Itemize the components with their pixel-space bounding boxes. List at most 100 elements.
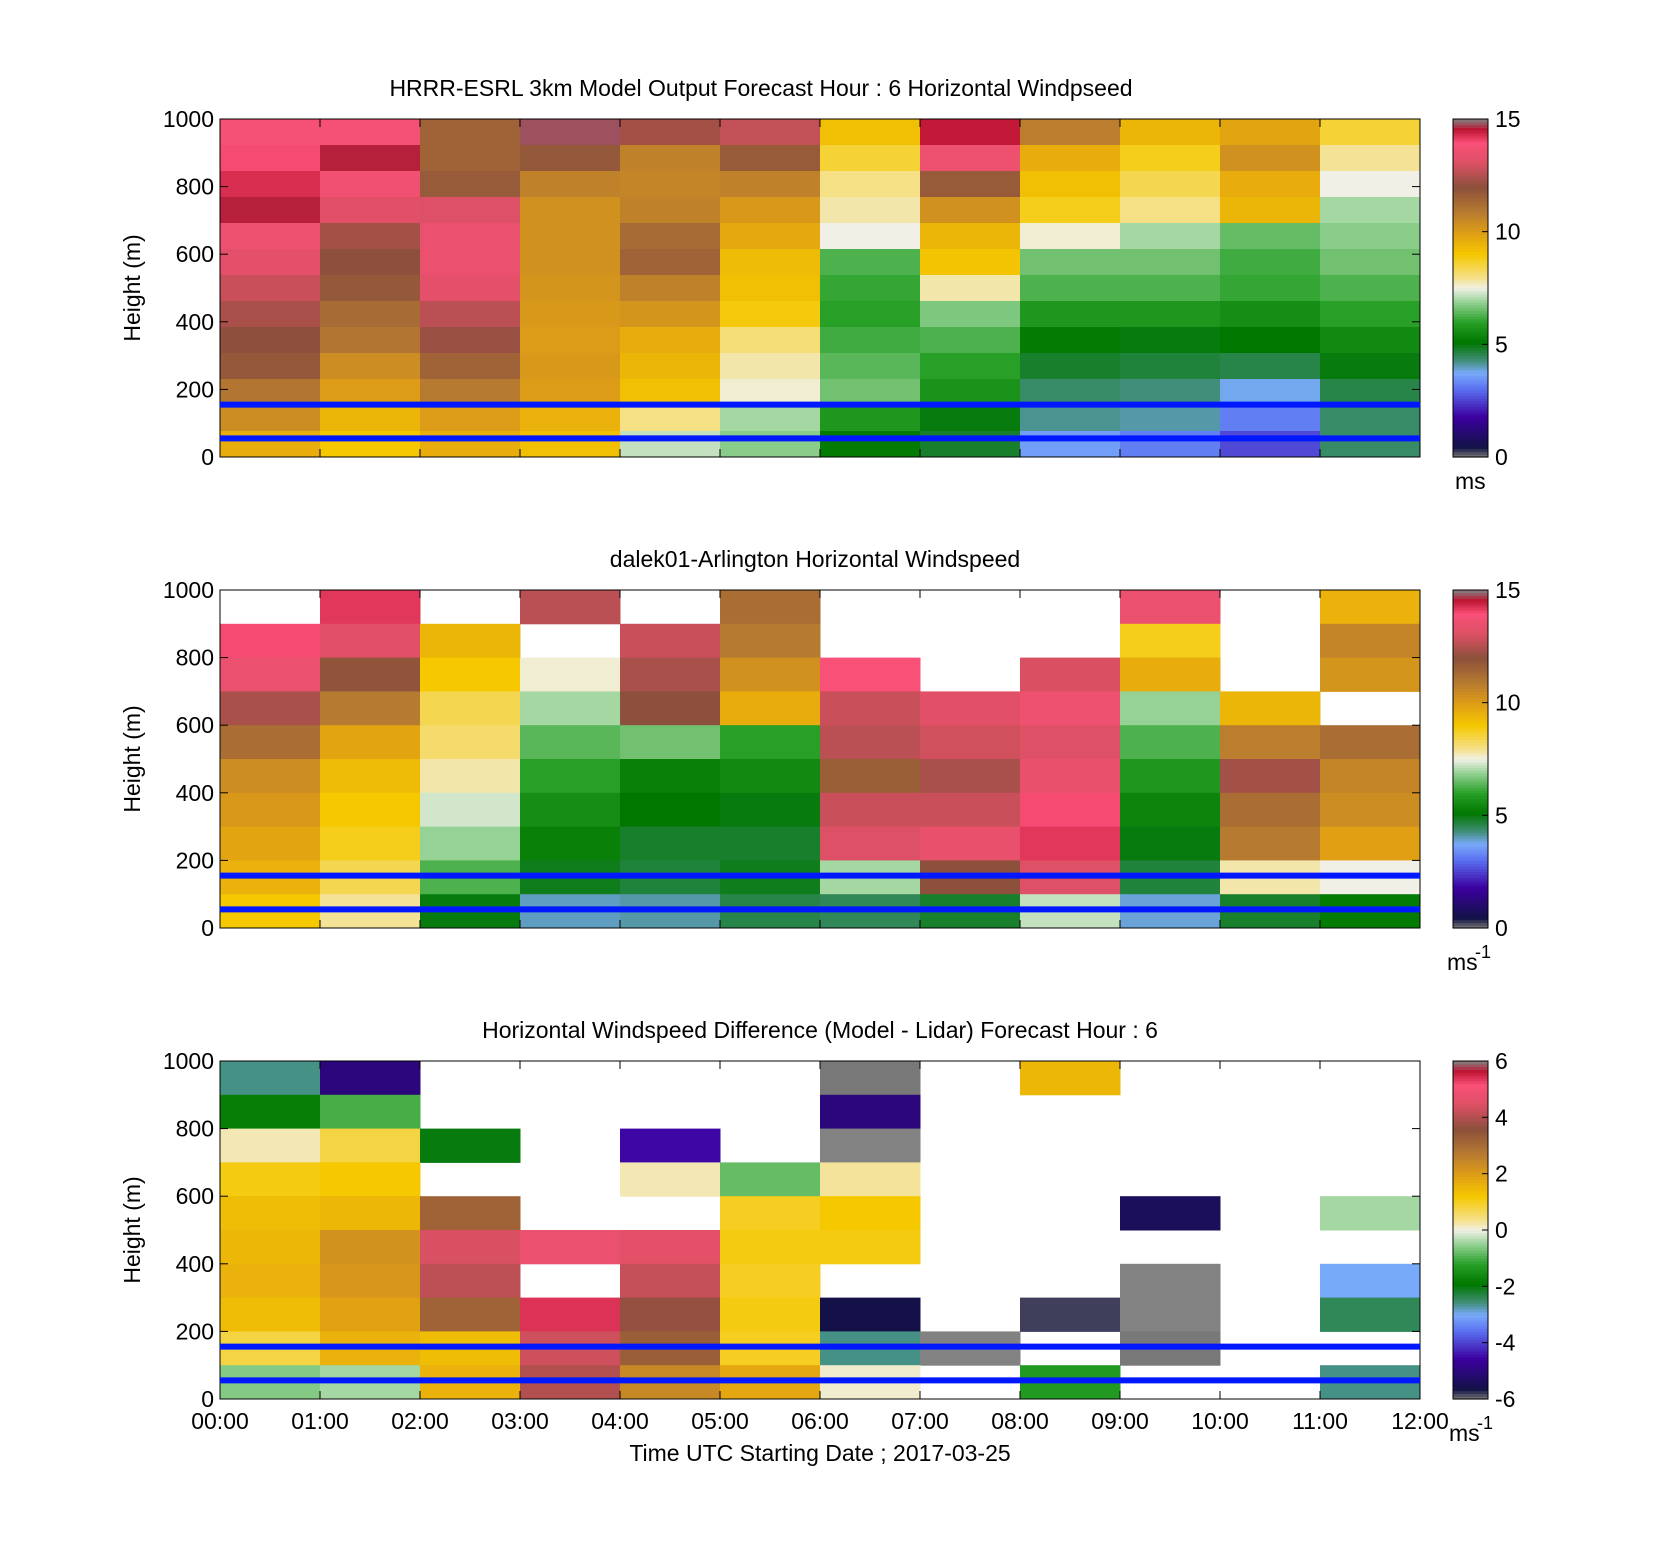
heatmap-cell	[220, 327, 321, 354]
heatmap-cell	[1020, 145, 1121, 172]
x-tick-label: 07:00	[891, 1408, 949, 1434]
heatmap-cell	[220, 1263, 321, 1299]
colorbar-segment	[1453, 1077, 1488, 1082]
heatmap-cell	[720, 379, 821, 406]
heatmap-cell	[420, 223, 521, 250]
heatmap-cell	[520, 405, 621, 432]
colorbar-unit-exponent: -1	[1477, 1413, 1493, 1433]
colorbar-segment	[1453, 454, 1488, 458]
colorbar-segment	[1453, 273, 1488, 278]
heatmap-cell	[420, 792, 521, 828]
colorbar-segment	[1453, 442, 1488, 447]
heatmap-cell	[720, 691, 821, 726]
heatmap-cell	[1320, 759, 1421, 794]
heatmap-cell	[1120, 275, 1221, 302]
heatmap-cell	[720, 301, 821, 328]
colorbar-segment	[1453, 784, 1488, 788]
heatmap-cell	[920, 275, 1021, 302]
colorbar-segment	[1453, 801, 1488, 805]
heatmap-cell	[520, 197, 621, 224]
colorbar-segment	[1453, 747, 1488, 752]
colorbar-segment	[1453, 680, 1488, 684]
colorbar-segment	[1453, 423, 1488, 427]
heatmap-cell	[1220, 275, 1321, 302]
colorbar-segment	[1453, 414, 1488, 419]
colorbar-segment	[1453, 1390, 1488, 1394]
colorbar-segment	[1453, 135, 1488, 140]
colorbar-segment	[1453, 257, 1488, 261]
colorbar-segment	[1453, 282, 1488, 286]
heatmap-cell	[420, 171, 521, 198]
colorbar-segment	[1453, 268, 1488, 272]
heatmap-cell	[920, 759, 1021, 794]
colorbar-segment	[1453, 1080, 1488, 1085]
heatmap-cell	[1220, 223, 1321, 250]
colorbar-segment	[1453, 888, 1488, 892]
heatmap-cell	[920, 145, 1021, 172]
colorbar-segment	[1453, 440, 1488, 444]
colorbar-segment	[1453, 1320, 1488, 1324]
reference-lines	[220, 401, 1420, 442]
colorbar-segment	[1453, 392, 1488, 396]
colorbar-segment	[1453, 1108, 1488, 1113]
heatmap-cell	[1120, 792, 1221, 828]
colorbar-segment	[1453, 400, 1488, 405]
colorbar-segment	[1453, 792, 1488, 797]
colorbar-tick-label: 10	[1495, 690, 1521, 716]
x-tick-label: 03:00	[491, 1408, 549, 1434]
heatmap-cell	[620, 327, 721, 354]
colorbar-segment	[1453, 1373, 1488, 1378]
colorbar-segment	[1453, 347, 1488, 351]
heatmap-cell	[1020, 657, 1121, 692]
colorbar-segment	[1453, 905, 1488, 909]
colorbar-segment	[1453, 366, 1488, 371]
colorbar-segment	[1453, 1328, 1488, 1332]
colorbar-segment	[1453, 1215, 1488, 1220]
colorbar-segment	[1453, 1153, 1488, 1158]
colorbar-segment	[1453, 1137, 1488, 1141]
colorbar-segment	[1453, 742, 1488, 746]
colorbar-segment	[1453, 733, 1488, 738]
colorbar-segment	[1453, 1230, 1488, 1234]
heatmap-cell	[1220, 353, 1321, 380]
heatmap-cell	[620, 171, 721, 198]
colorbar-segment	[1453, 1145, 1488, 1149]
heatmap-cell	[420, 759, 521, 794]
colorbar-segment	[1453, 674, 1488, 678]
heatmap-cell	[1120, 725, 1221, 760]
colorbar-segment	[1453, 369, 1488, 374]
colorbar-segment	[1453, 615, 1488, 619]
heatmap-cell	[920, 119, 1021, 146]
colorbar-segment	[1453, 1266, 1488, 1271]
colorbar-tick-label: -4	[1495, 1330, 1516, 1356]
heatmap-cell	[1120, 759, 1221, 794]
colorbar-segment	[1453, 397, 1488, 402]
colorbar-segment	[1453, 147, 1488, 151]
heatmap-cell	[320, 590, 421, 625]
heatmap-cell	[720, 826, 821, 861]
colorbar-segment	[1453, 677, 1488, 681]
colorbar-segment	[1453, 1303, 1488, 1307]
colorbar-tick-label: 15	[1495, 577, 1521, 603]
y-tick-label: 1000	[163, 106, 214, 132]
heatmap-cell	[1320, 431, 1421, 458]
colorbar-segment	[1453, 1263, 1488, 1268]
colorbar-segment	[1453, 1122, 1488, 1127]
colorbar-segment	[1453, 632, 1488, 636]
heatmap-cells	[220, 590, 1421, 929]
colorbar-segment	[1453, 1142, 1488, 1147]
heatmap-cell	[520, 171, 621, 198]
colorbar-segment	[1453, 649, 1488, 653]
colorbar-segment	[1453, 618, 1488, 622]
y-tick-label: 0	[201, 444, 214, 470]
colorbar-segment	[1453, 1317, 1488, 1321]
heatmap-cell	[1320, 249, 1421, 276]
colorbar-segment	[1453, 1125, 1488, 1130]
colorbar-tick-label: 5	[1495, 331, 1508, 357]
heatmap-cell	[420, 691, 521, 726]
colorbar-segment	[1453, 338, 1488, 343]
colorbar-segment	[1453, 1179, 1488, 1183]
heatmap-cell	[1120, 405, 1221, 432]
heatmap-cell	[820, 119, 921, 146]
colorbar: -6 -4 -2 0 2 4 6	[1452, 1048, 1516, 1412]
